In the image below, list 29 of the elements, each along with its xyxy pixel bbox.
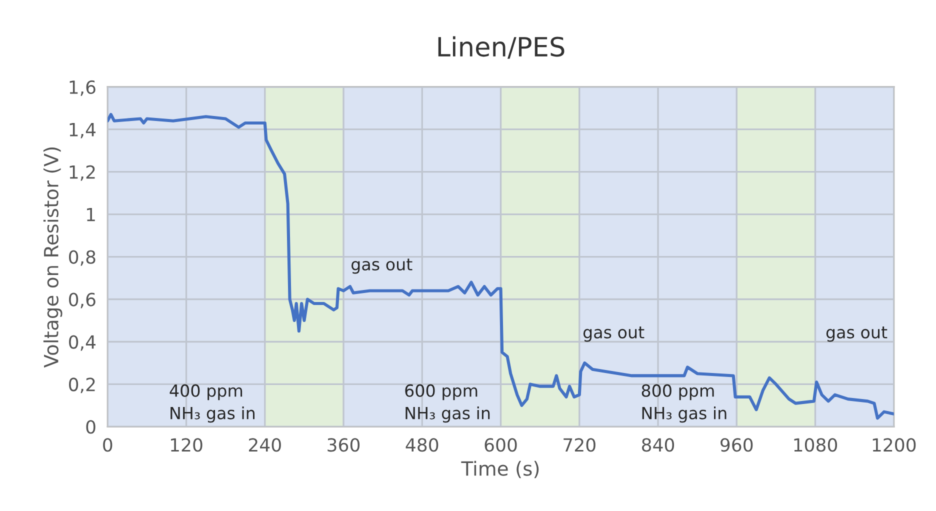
x-tick-label: 960 [720, 438, 753, 452]
x-tick-label: 600 [484, 438, 517, 452]
annotation: 400 ppm NH₃ gas in [170, 384, 254, 423]
annotation: gas out [352, 258, 412, 274]
y-tick-label: 0,2 [69, 378, 95, 394]
y-tick-label: 0,4 [69, 335, 96, 351]
y-tick-label: 1,2 [70, 165, 95, 181]
y-tick-label: 1 [87, 208, 95, 222]
chart-title: Linen/PES [438, 36, 564, 59]
x-tick-label: 480 [406, 438, 438, 452]
annotation: gas out [826, 326, 888, 342]
annotation: 800 ppm NH₃ gas in [642, 384, 726, 423]
y-tick-label: 1,6 [70, 80, 96, 96]
x-tick-label: 0 [103, 438, 112, 452]
x-tick-label: 240 [248, 438, 281, 452]
x-tick-label: 120 [171, 438, 202, 452]
x-tick-label: 360 [328, 438, 360, 452]
x-axis-title: Time (s) [461, 460, 539, 478]
x-tick-label: 1080 [794, 438, 838, 452]
annotation: 600 ppm NH₃ gas in [405, 384, 490, 423]
y-axis-title: Voltage on Resistor (V) [43, 147, 62, 368]
y-tick-label: 0,8 [69, 250, 96, 266]
x-tick-label: 1200 [872, 438, 916, 452]
y-tick-label: 0,6 [69, 292, 96, 308]
x-tick-label: 840 [642, 438, 674, 452]
x-tick-label: 720 [564, 438, 596, 452]
y-tick-label: 1,4 [70, 123, 96, 138]
y-tick-label: 0 [86, 420, 96, 434]
annotation: gas out [583, 326, 644, 342]
